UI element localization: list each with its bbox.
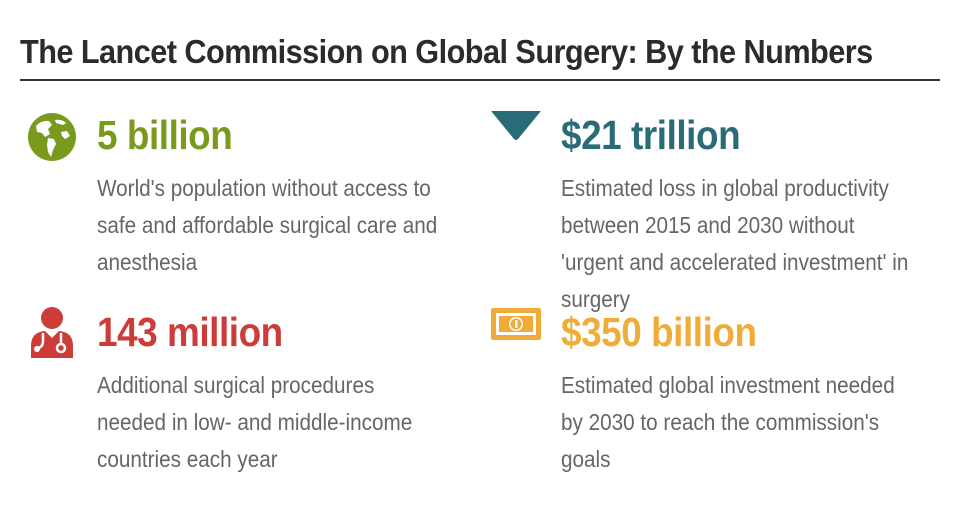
down-triangle-icon (491, 111, 541, 140)
stat-value: 143 million (97, 309, 283, 355)
stat-value: $21 trillion (561, 112, 741, 158)
stat-value: 5 billion (97, 112, 233, 158)
money-icon (491, 308, 541, 340)
globe-icon (28, 113, 76, 161)
title-divider (20, 79, 940, 81)
doctor-icon (31, 307, 73, 358)
stat-description: Additional surgical procedures needed in… (97, 372, 413, 472)
page-title: The Lancet Commission on Global Surgery:… (20, 33, 873, 70)
stat-description: Estimated global investment needed by 20… (561, 372, 895, 472)
stat-value: $350 billion (561, 309, 757, 355)
stat-description: World's population without access to saf… (97, 175, 438, 275)
stat-description: Estimated loss in global productivity be… (561, 175, 909, 312)
